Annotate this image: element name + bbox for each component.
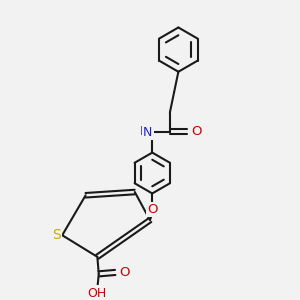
Text: O: O [192, 125, 202, 138]
Text: O: O [147, 203, 158, 216]
Text: N: N [143, 126, 152, 139]
Text: H: H [140, 125, 149, 138]
Text: OH: OH [88, 287, 107, 300]
Text: S: S [52, 228, 61, 242]
Text: O: O [119, 266, 130, 279]
